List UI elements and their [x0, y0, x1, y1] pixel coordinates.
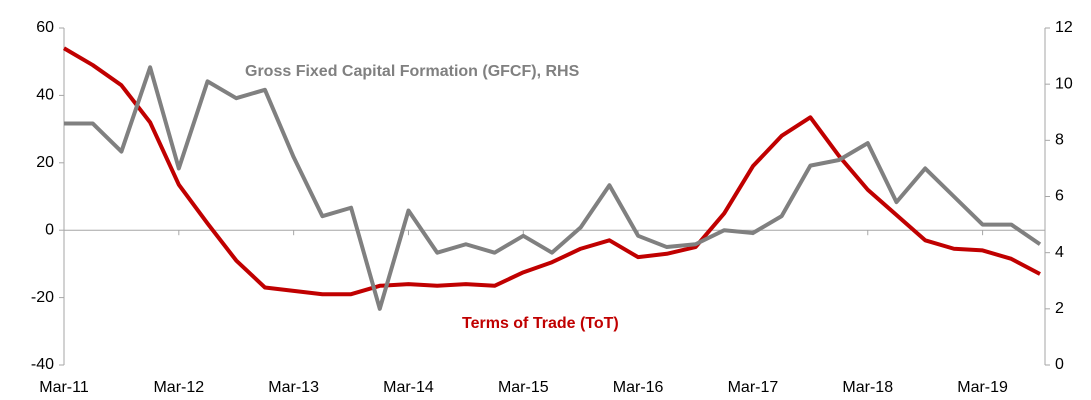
y2-tick-label: 12	[1055, 19, 1073, 36]
y-tick-label: -20	[31, 289, 54, 306]
x-tick-label: Mar-19	[957, 379, 1008, 396]
x-tick-label: Mar-11	[39, 379, 89, 396]
y2-tick-label: 8	[1055, 132, 1064, 149]
y2-tick-label: 6	[1055, 188, 1064, 205]
x-tick-label: Mar-13	[268, 379, 319, 396]
x-tick-label: Mar-18	[842, 379, 893, 396]
series-label: Gross Fixed Capital Formation (GFCF), RH…	[245, 63, 580, 80]
series-label: Terms of Trade (ToT)	[462, 315, 619, 332]
y-tick-label: 40	[36, 87, 54, 104]
y-tick-label: 60	[36, 19, 54, 36]
y-tick-label: 0	[45, 221, 54, 238]
x-tick-label: Mar-17	[728, 379, 779, 396]
y2-tick-label: 10	[1055, 75, 1073, 92]
y2-tick-label: 4	[1055, 244, 1064, 261]
y2-tick-label: 0	[1055, 356, 1064, 373]
x-tick-label: Mar-12	[153, 379, 204, 396]
series-line	[64, 65, 1042, 311]
y-tick-label: -40	[31, 356, 54, 373]
x-tick-label: Mar-16	[613, 379, 664, 396]
x-tick-label: Mar-14	[383, 379, 434, 396]
y2-tick-label: 2	[1055, 300, 1064, 317]
y-tick-label: 20	[36, 154, 54, 171]
x-tick-label: Mar-15	[498, 379, 549, 396]
series-line	[62, 46, 1041, 297]
